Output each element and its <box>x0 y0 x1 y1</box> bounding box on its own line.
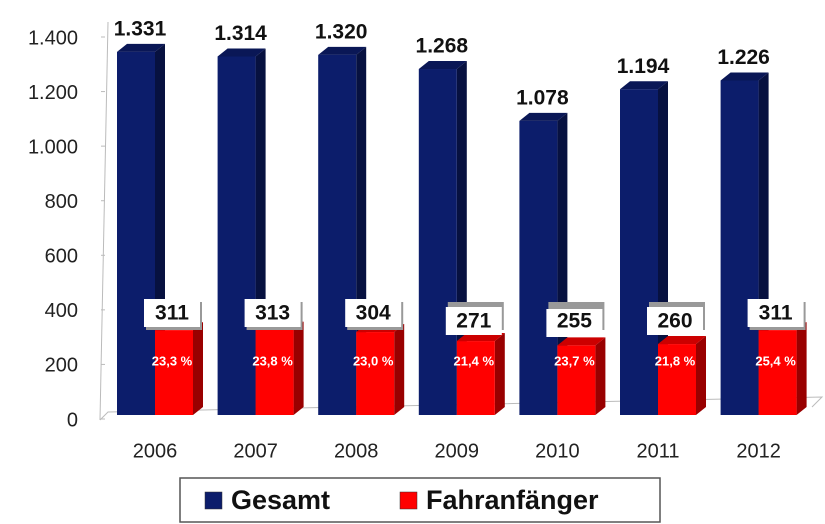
label-box <box>244 299 301 327</box>
bar <box>720 80 759 415</box>
bar-top <box>720 72 769 81</box>
value-label: 311 <box>759 302 793 325</box>
bar-top <box>318 46 367 55</box>
value-label: 1.078 <box>516 86 569 109</box>
x-tick-label: 2009 <box>435 440 480 462</box>
bar-side <box>293 321 304 415</box>
y-tick-label: 1.000 <box>28 136 78 158</box>
legend-label: Gesamt <box>231 485 330 515</box>
label-box <box>747 299 804 327</box>
bar-top <box>620 81 668 90</box>
y-tick-label: 200 <box>45 355 78 377</box>
bar-top <box>456 333 505 342</box>
label-box <box>546 309 603 337</box>
label-box <box>445 307 502 335</box>
bar-top <box>217 48 266 57</box>
bar-side <box>494 333 505 415</box>
y-tick-label: 1.400 <box>28 27 78 49</box>
bar <box>418 69 457 415</box>
legend-swatch <box>399 491 418 510</box>
x-tick-label: 2010 <box>535 440 580 462</box>
value-label: 1.331 <box>114 17 167 40</box>
bar-top <box>519 112 568 121</box>
share-label: 23,7 % <box>554 353 595 368</box>
bar <box>519 120 558 416</box>
x-tick-label: 2011 <box>636 440 679 462</box>
bar-side <box>193 322 203 415</box>
bar <box>456 341 495 415</box>
bar <box>217 56 256 416</box>
bar <box>318 54 357 415</box>
bar <box>255 329 294 415</box>
value-label: 1.314 <box>214 22 267 45</box>
label-box <box>647 307 703 335</box>
legend-label: Fahranfänger <box>426 485 599 515</box>
bar-top <box>658 336 706 345</box>
value-label: 1.320 <box>315 20 368 43</box>
bar <box>758 330 797 415</box>
value-label: 1.268 <box>416 35 469 58</box>
bar <box>557 345 596 415</box>
value-label: 313 <box>255 302 290 325</box>
bar-top <box>117 43 165 52</box>
value-label: 260 <box>657 310 692 333</box>
bar-side <box>595 337 606 415</box>
bar-top <box>557 337 606 346</box>
share-label: 21,4 % <box>454 353 495 368</box>
bar-side <box>394 324 405 415</box>
share-label: 23,0 % <box>353 353 394 368</box>
share-label: 23,3 % <box>152 353 193 368</box>
legend-swatch <box>204 491 223 510</box>
bar <box>356 332 395 415</box>
y-tick-label: 400 <box>45 300 78 322</box>
x-tick-label: 2012 <box>736 440 781 462</box>
label-box <box>345 299 402 327</box>
value-label: 311 <box>155 302 189 325</box>
bar-top <box>418 61 467 70</box>
x-tick-label: 2007 <box>233 440 278 462</box>
value-label: 1.194 <box>617 55 670 78</box>
axis-line <box>99 21 109 421</box>
bar-side <box>696 336 706 415</box>
value-label: 304 <box>356 302 391 325</box>
bar <box>155 330 193 415</box>
label-box <box>144 299 200 327</box>
bar <box>117 51 155 415</box>
share-label: 21,8 % <box>655 353 696 368</box>
y-tick-label: 600 <box>45 246 78 268</box>
bar <box>620 89 658 416</box>
share-label: 23,8 % <box>252 353 293 368</box>
bar-side <box>796 322 807 415</box>
share-label: 25,4 % <box>755 353 796 368</box>
value-label: 271 <box>456 310 491 333</box>
y-tick-label: 800 <box>45 191 78 213</box>
y-tick-label: 0 <box>67 409 78 431</box>
value-label: 255 <box>557 310 592 333</box>
value-label: 1.226 <box>717 46 770 69</box>
legend-box <box>179 477 661 523</box>
x-tick-label: 2008 <box>334 440 379 462</box>
bar <box>658 344 696 415</box>
y-tick-label: 1.200 <box>28 82 78 104</box>
x-tick-label: 2006 <box>133 440 178 462</box>
